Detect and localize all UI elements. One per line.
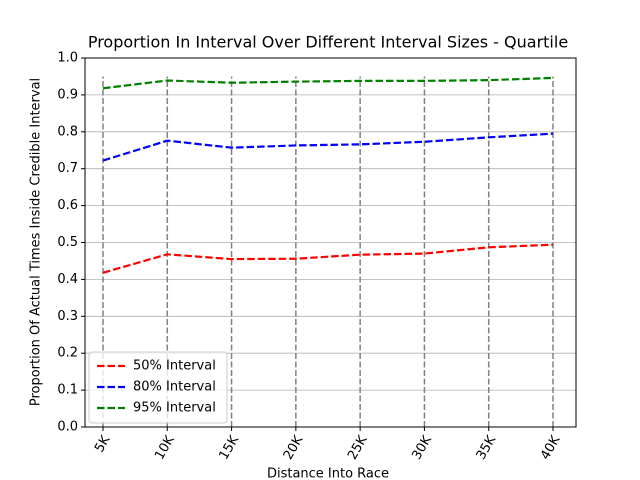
series-line [102, 76, 554, 90]
x-tick-label: 10K [152, 433, 178, 463]
x-axis-label: Distance Into Race [267, 467, 389, 480]
x-tick-label: 20K [281, 433, 307, 463]
legend-label: 80% Interval [133, 380, 216, 395]
y-tick-label: 0.4 [57, 272, 78, 287]
series-line [102, 132, 554, 162]
y-tick-label: 0.6 [57, 198, 78, 213]
legend-box [88, 351, 228, 424]
y-tick-label: 0.7 [57, 161, 78, 176]
plot-frame [84, 57, 577, 428]
legend-label: 50% Interval [133, 359, 216, 374]
y-axis-label: Proportion Of Actual Times Inside Credib… [29, 78, 44, 406]
x-tick-label: 25K [345, 433, 371, 463]
chart-title: Proportion In Interval Over Different In… [88, 33, 568, 52]
series-line [102, 243, 554, 274]
x-tick-label: 35K [474, 433, 500, 463]
y-tick-label: 0.3 [57, 309, 78, 324]
legend: 50% Interval 80% Interval 95% Interval [88, 351, 228, 424]
y-tick-label: 0.2 [57, 346, 78, 361]
x-tick-label: 30K [409, 433, 435, 463]
legend-label: 95% Interval [133, 401, 216, 416]
y-tick-label: 0.9 [57, 87, 78, 102]
x-tick-label: 40K [538, 433, 564, 463]
y-tick-label: 0.8 [57, 124, 78, 139]
y-tick-label: 0.1 [57, 383, 78, 398]
x-tick-label: 15K [217, 433, 243, 463]
y-tick-label: 0.5 [57, 235, 78, 250]
x-tick-label: 5K [92, 433, 114, 455]
y-tick-label: 0.0 [57, 420, 78, 435]
y-tick-label: 1.0 [57, 51, 78, 66]
